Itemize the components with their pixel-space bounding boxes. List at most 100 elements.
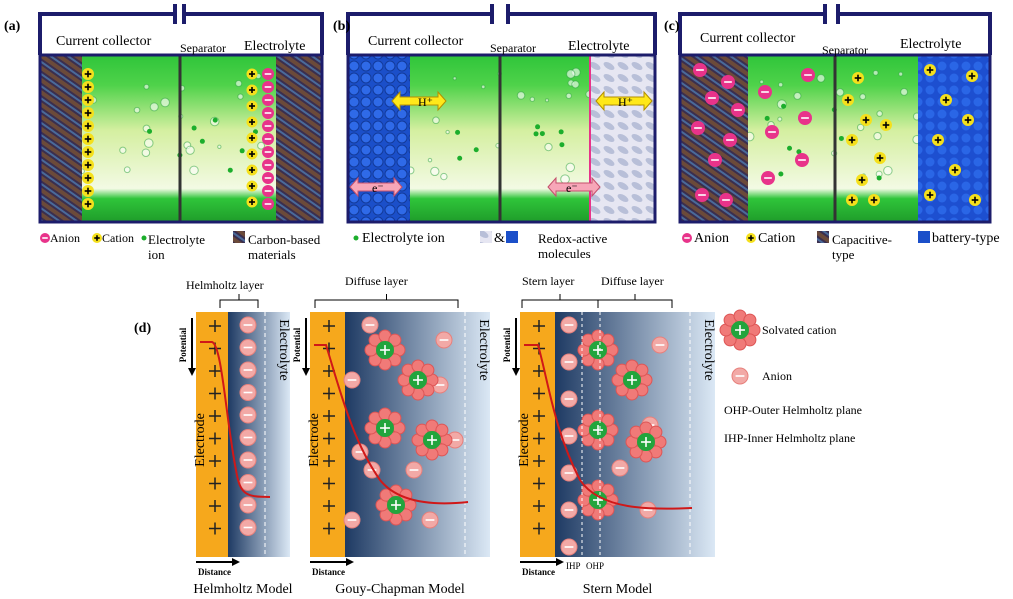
arrow-head [232, 558, 240, 566]
electrolyte-ion [540, 131, 545, 136]
panel-label: (a) [4, 19, 21, 34]
model-title: Helmholtz Model [193, 582, 292, 597]
electrolyte-ion [877, 175, 882, 180]
bubble [134, 107, 140, 113]
legend-text: Cation [102, 231, 134, 245]
electrode-label: Electrode [193, 413, 208, 467]
bubble [794, 92, 801, 99]
bubble [120, 147, 126, 153]
collector-label: Current collector [700, 31, 796, 46]
legend-swatch [817, 231, 829, 243]
bubble [572, 81, 579, 88]
bubble [874, 132, 881, 139]
bubble [545, 99, 548, 102]
legend-text: Anion [694, 231, 729, 246]
legend-text: Electrolyte ion [148, 232, 218, 262]
electrolyte-label: Electrolyte [276, 319, 291, 380]
bubble [218, 145, 221, 148]
legend-swatch [918, 231, 930, 243]
arrow-head [188, 368, 196, 376]
separator-label: Separator [822, 43, 868, 57]
arrow-head [556, 558, 564, 566]
model-title: Stern Model [583, 582, 653, 597]
bubble [161, 98, 170, 107]
electrolyte-ion [559, 129, 564, 134]
electrolyte-ion [787, 146, 792, 151]
layer-label: Stern layer [522, 274, 574, 288]
ion-label: H⁺ [418, 95, 433, 109]
bubble [817, 74, 825, 82]
bubble [836, 89, 843, 96]
bubble [517, 92, 524, 99]
legend-text: IHP-Inner Helmholtz plane [724, 431, 855, 445]
electrolyte-ion [457, 156, 462, 161]
electrolyte-ion [213, 118, 218, 123]
legend-ion [142, 236, 147, 241]
bubble [545, 143, 552, 150]
plane-label: IHP [566, 561, 581, 571]
arrow-head [512, 368, 520, 376]
electrolyte-ion [474, 147, 479, 152]
legend-text: Anion [50, 231, 80, 245]
electrolyte-label: Electrolyte [568, 39, 629, 54]
bubble [428, 158, 431, 161]
legend-text: Carbon-based materials [248, 232, 328, 262]
bracket [220, 294, 258, 308]
legend-text: Cation [758, 231, 795, 246]
axis-label: Potential [292, 327, 302, 362]
bracket [522, 294, 598, 308]
axis-label: Potential [502, 327, 512, 362]
electrolyte-ion [455, 130, 460, 135]
legend-text: Redox-active molecules [538, 231, 638, 261]
legend-text: Electrolyte ion [362, 231, 445, 246]
layer-label: Helmholtz layer [186, 278, 264, 292]
electrode-label: Electrode [307, 413, 322, 467]
electrolyte-ion [535, 124, 540, 129]
panel-label: (d) [134, 321, 151, 336]
bubble [778, 117, 782, 121]
electrolyte-ion [228, 168, 233, 173]
ion-label: H⁺ [618, 95, 633, 109]
legend-swatch [506, 231, 518, 243]
model-title: Gouy-Chapman Model [335, 582, 465, 597]
bubble [884, 166, 892, 174]
bubble [441, 173, 447, 179]
legend-text: Capacitive-type [832, 232, 902, 262]
collector-label: Current collector [368, 34, 464, 49]
figure: (a) Current collector Separator Electrol… [0, 0, 1013, 599]
electrolyte-ion [200, 139, 205, 144]
bubble [446, 130, 449, 133]
bracket [598, 294, 672, 308]
bubble [901, 89, 908, 96]
electrode [40, 55, 82, 222]
bubble [873, 70, 878, 75]
legend-text: battery-type [932, 231, 1000, 246]
bubble [566, 93, 571, 98]
bubble [566, 163, 574, 171]
electron-label: e⁻ [566, 181, 578, 195]
bubble [238, 94, 243, 99]
arrow-head [302, 368, 310, 376]
electrolyte-label: Electrolyte [244, 39, 305, 54]
electrolyte-ion [147, 129, 152, 134]
bubble [481, 85, 484, 88]
arrow-head [346, 558, 354, 566]
legend-swatch [480, 231, 492, 243]
axis-label: Distance [522, 567, 555, 577]
bubble [190, 166, 198, 174]
panel-label: (b) [333, 19, 350, 34]
bubble [433, 117, 440, 124]
electrode [680, 55, 748, 222]
electrolyte-ion [559, 142, 564, 147]
electrolyte-label: Electrolyte [900, 37, 961, 52]
bubble [860, 94, 866, 100]
axis-label: Distance [312, 567, 345, 577]
electrode-label: Electrode [517, 413, 532, 467]
electrolyte-ion [192, 126, 197, 131]
bubble [779, 83, 783, 87]
bubble [857, 124, 863, 130]
bubble [877, 111, 882, 116]
collector-label: Current collector [56, 34, 152, 49]
bubble [236, 80, 242, 86]
bubble [899, 72, 903, 76]
